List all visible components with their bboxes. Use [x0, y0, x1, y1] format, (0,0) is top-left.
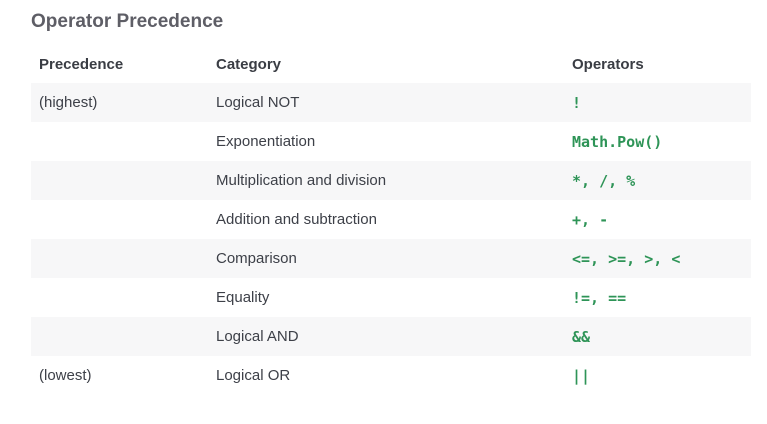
table-row: Comparison <=, >=, >, < — [31, 239, 751, 278]
precedence-cell — [31, 200, 208, 239]
operators-cell: Math.Pow() — [572, 132, 663, 151]
table-row: Addition and subtraction +, - — [31, 200, 751, 239]
page-title: Operator Precedence — [31, 11, 224, 32]
category-cell: Logical AND — [208, 317, 564, 356]
operators-cell: !=, == — [572, 288, 627, 307]
precedence-cell: (lowest) — [39, 367, 92, 384]
category-cell: Exponentiation — [216, 133, 316, 150]
precedence-cell — [31, 161, 208, 200]
table-row: Exponentiation Math.Pow() — [31, 122, 751, 161]
category-cell: Addition and subtraction — [216, 211, 377, 228]
column-header-precedence: Precedence — [39, 55, 124, 73]
operators-cell: && — [564, 317, 751, 356]
precedence-cell — [31, 122, 208, 161]
column-header-operators: Operators — [572, 55, 644, 73]
precedence-cell — [31, 278, 208, 317]
category-cell: Multiplication and division — [208, 161, 564, 200]
precedence-cell — [31, 239, 208, 278]
category-cell: Logical NOT — [208, 83, 564, 122]
category-cell: Comparison — [208, 239, 564, 278]
operators-cell: || — [572, 366, 591, 385]
category-cell: Logical OR — [216, 367, 291, 384]
table-row: Logical AND && — [31, 317, 751, 356]
category-cell: Equality — [216, 289, 270, 306]
table-row: Multiplication and division *, /, % — [31, 161, 751, 200]
operator-precedence-table: Precedence Category Operators (highest) … — [31, 45, 751, 395]
table-body: (highest) Logical NOT ! Exponentiation M… — [31, 83, 751, 395]
column-header-category: Category — [216, 55, 282, 73]
table-row: Equality !=, == — [31, 278, 751, 317]
precedence-cell: (highest) — [31, 83, 208, 122]
operators-cell: <=, >=, >, < — [564, 239, 751, 278]
table-row: (highest) Logical NOT ! — [31, 83, 751, 122]
operators-cell: +, - — [572, 210, 609, 229]
table-header: Precedence Category Operators — [31, 45, 751, 83]
precedence-cell — [31, 317, 208, 356]
operators-cell: ! — [564, 83, 751, 122]
operators-cell: *, /, % — [564, 161, 751, 200]
table-row: (lowest) Logical OR || — [31, 356, 751, 395]
header-row: Precedence Category Operators — [31, 45, 751, 83]
